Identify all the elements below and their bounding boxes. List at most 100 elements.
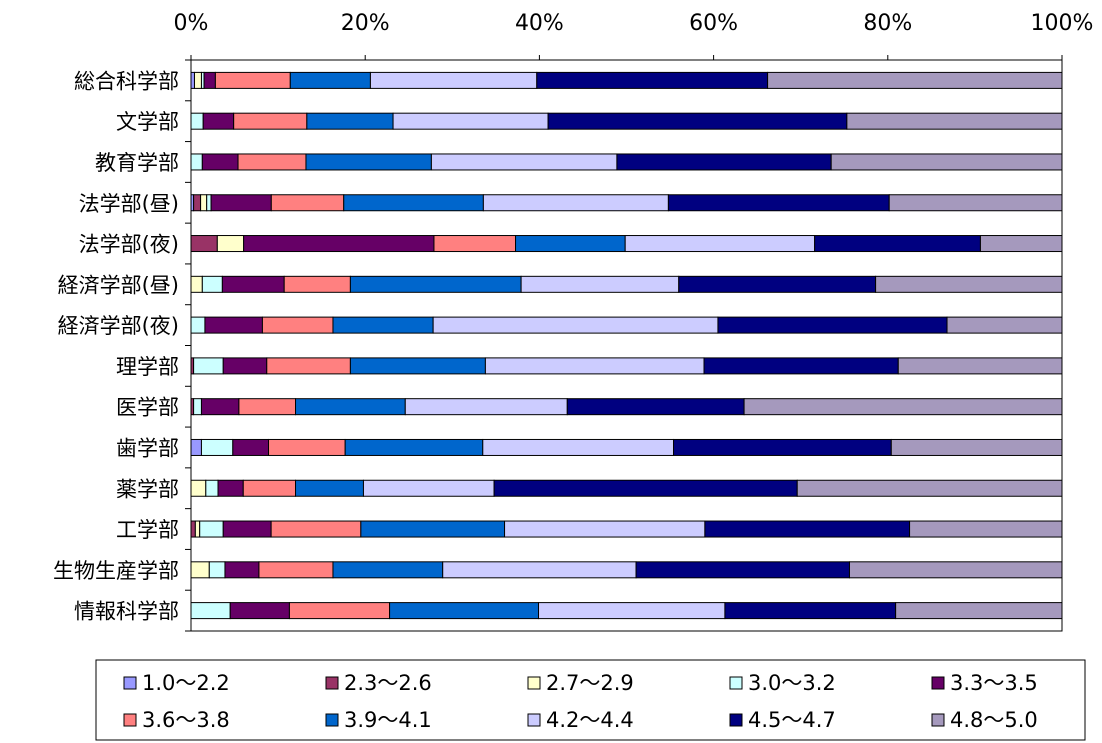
bar-segment [237,153,307,171]
category-label: 教育学部 [95,151,179,175]
legend-label: 2.7〜2.9 [546,671,634,695]
bar-segment [515,235,626,253]
bar-segment [389,602,540,620]
bar-segment [909,520,1063,538]
x-tick-label: 20% [341,11,390,36]
bar-segment [484,357,705,375]
legend-label: 3.6〜3.8 [142,708,230,732]
bar-segment [289,71,371,89]
bars [190,71,1063,620]
bar-segment [199,520,224,538]
bar-segment [349,275,522,293]
bar-segment [270,194,345,212]
bar-segment [201,275,223,293]
bar-segment [704,520,911,538]
bar-segment [703,357,899,375]
bar-segment [224,561,260,579]
bar-segment [635,561,850,579]
legend-swatch [325,713,339,727]
x-tick-label: 0% [174,11,209,36]
legend-swatch [527,676,541,690]
bar-segment [190,112,204,130]
bar-segment [369,71,538,89]
bar-segment [221,275,285,293]
category-label: 経済学部(夜) [58,314,179,338]
bar-segment [200,194,208,212]
bar-segment [283,275,351,293]
bar-segment [538,602,726,620]
bar-segment [242,479,297,497]
bar-segment [193,71,202,89]
legend-box [95,659,1086,741]
bar-segment [306,112,394,130]
bar-segment [229,602,290,620]
bar-segment [814,235,981,253]
bar-segment [946,316,1063,334]
bar-segment [332,561,444,579]
bar-segment [890,438,1063,456]
bar-segment [432,316,719,334]
bar-segment [261,316,334,334]
bar-segment [190,438,202,456]
bar-segment [520,275,680,293]
bar-segment [232,438,270,456]
bar-segment [897,357,1063,375]
bar-segment [208,561,226,579]
bar-segment [243,235,435,253]
bar-segment [206,194,212,212]
bar-segment [295,398,406,416]
category-label: 生物生産学部 [53,559,179,583]
legend-swatch [729,713,743,727]
legend-label: 4.5〜4.7 [748,708,836,732]
x-axis-ticks: 0% 20% 40% 60% 80% 100% [174,11,1094,36]
bar-segment [200,398,240,416]
bar-segment [678,275,877,293]
bar-segment [200,438,234,456]
category-label: 理学部 [116,355,179,379]
legend: 1.0〜2.2 2.3〜2.6 2.7〜2.9 3.0〜3.2 3.3〜3.5 3.6〜3… [95,659,1086,741]
bar-segment [268,438,346,456]
bar-segment [724,602,897,620]
bar-segment [205,479,219,497]
bar-segment [193,398,202,416]
bar-segment [743,398,1063,416]
bar-segment [875,275,1063,293]
bar-segment [536,71,769,89]
x-tick-label: 80% [863,11,912,36]
bar-segment [217,479,244,497]
bar-segment [493,479,798,497]
bar-segment [233,112,308,130]
legend-label: 1.0〜2.2 [142,671,230,695]
bar-segment [190,479,207,497]
bar-segment [830,153,1063,171]
bar-segment [190,275,203,293]
bar-segment [193,357,224,375]
category-label: 法学部(昼) [79,192,179,216]
bar-segment [504,520,706,538]
bar-segment [624,235,816,253]
legend-label: 4.2〜4.4 [546,708,634,732]
bar-segment [392,112,549,130]
bar-segment [258,561,334,579]
bar-segment [214,71,291,89]
bar-segment [343,194,484,212]
bar-segment [673,438,892,456]
x-tick-label: 60% [689,11,738,36]
category-label: 文学部 [116,110,179,134]
bar-segment [222,520,272,538]
category-label: 法学部(夜) [79,233,179,257]
bar-segment [216,235,245,253]
category-label: 情報科学部 [74,600,179,624]
legend-swatch [527,713,541,727]
legend-label: 4.8〜5.0 [950,708,1038,732]
bar-segment [344,438,484,456]
bar-segment [266,357,351,375]
bar-segment [190,561,210,579]
bar-segment [796,479,1063,497]
bar-segment [482,194,669,212]
bar-segment [482,438,675,456]
bar-segment [404,398,568,416]
bar-segment [190,520,196,538]
bar-segment [305,153,432,171]
